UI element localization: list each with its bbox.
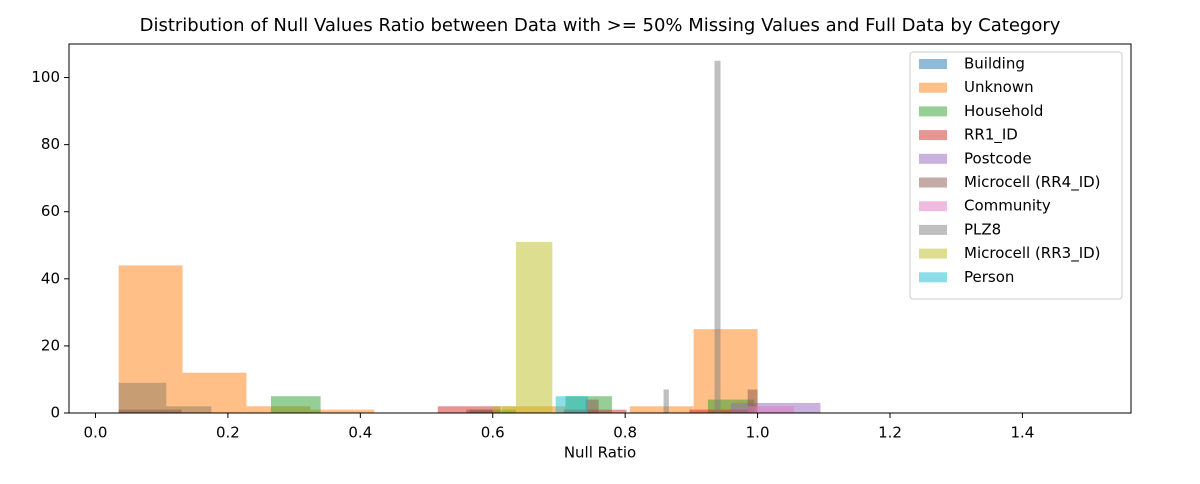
legend-label: PLZ8 (964, 220, 1001, 238)
bar (270, 396, 321, 413)
legend-swatch (919, 59, 947, 69)
legend-label: Postcode (964, 149, 1032, 167)
legend-label: Community (964, 197, 1051, 215)
chart-title: Distribution of Null Values Ratio betwee… (140, 15, 1061, 36)
bar (693, 329, 758, 413)
legend-box (909, 51, 1123, 300)
legend-label: Microcell (RR4_ID) (964, 173, 1101, 192)
x-axis-label: Null Ratio (564, 444, 636, 462)
bar (663, 389, 669, 413)
y-tick-label: 60 (41, 202, 60, 220)
bar (310, 409, 375, 413)
x-tick-label: 0.2 (216, 424, 240, 442)
y-tick-label: 80 (41, 135, 60, 153)
x-tick-label: 1.4 (1010, 424, 1034, 442)
legend-swatch (919, 106, 947, 117)
bar (492, 406, 516, 413)
x-tick-label: 0.4 (348, 424, 372, 442)
y-tick-label: 100 (31, 68, 60, 86)
legend-swatch (919, 130, 947, 141)
bar (182, 372, 247, 413)
y-tick-label: 20 (41, 336, 60, 354)
bar (747, 406, 794, 413)
bar (555, 396, 589, 413)
plot-frame (68, 43, 1132, 414)
legend-swatch (919, 248, 947, 259)
bar (747, 389, 758, 413)
x-tick-label: 0.6 (481, 424, 505, 442)
legend-swatch (919, 177, 947, 188)
bar (118, 265, 183, 413)
bar (118, 409, 182, 413)
legend-swatch (919, 272, 947, 283)
bar (515, 241, 553, 413)
legend-swatch (919, 201, 947, 212)
legend-label: Microcell (RR3_ID) (964, 244, 1101, 263)
bar (714, 60, 721, 413)
y-tick-label: 40 (41, 269, 60, 287)
legend-label: Unknown (964, 78, 1034, 96)
x-tick-label: 1.0 (746, 424, 770, 442)
legend-swatch (919, 82, 947, 93)
legend-swatch (919, 153, 947, 164)
y-tick-label: 0 (50, 404, 60, 422)
legend-label: Building (964, 55, 1025, 73)
x-tick-label: 1.2 (878, 424, 902, 442)
bar (629, 406, 694, 413)
legend-label: Household (964, 102, 1043, 120)
legend-swatch (919, 224, 947, 235)
bar (777, 402, 821, 413)
bar (466, 409, 500, 413)
legend-label: RR1_ID (964, 126, 1018, 145)
x-tick-label: 0.0 (84, 424, 108, 442)
legend-label: Person (964, 268, 1014, 286)
x-tick-label: 0.8 (613, 424, 637, 442)
bar (585, 399, 599, 413)
